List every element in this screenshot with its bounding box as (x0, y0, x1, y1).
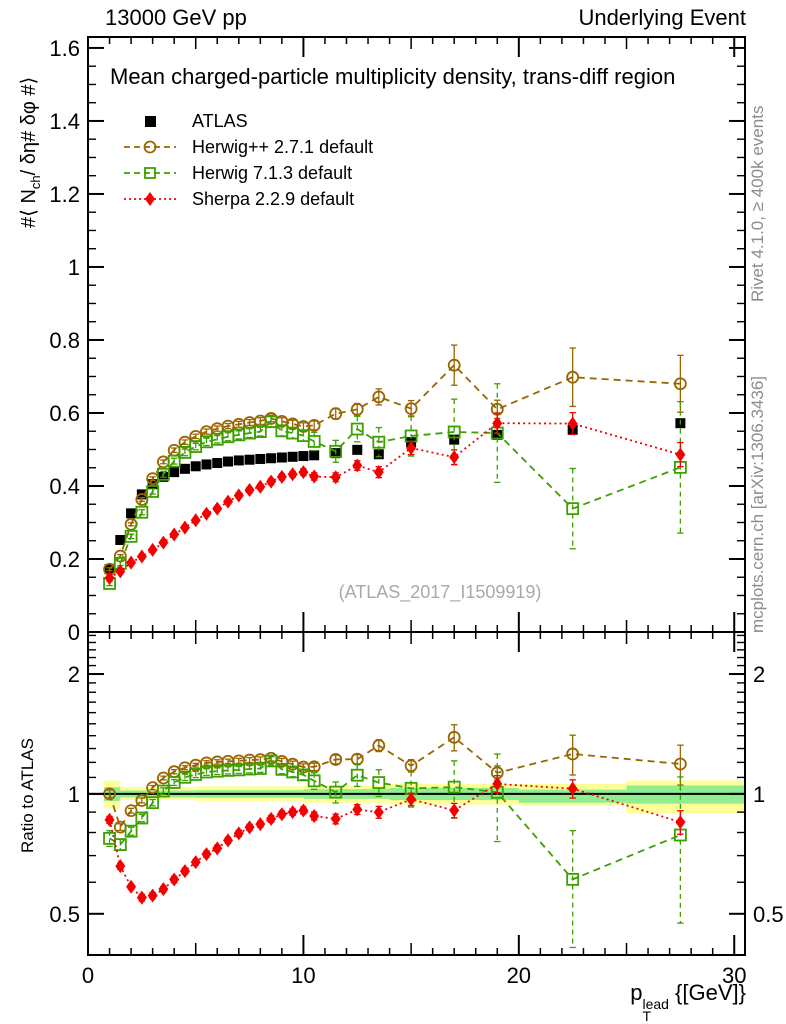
x-axis-label: p lead T {[GeV]} (630, 980, 746, 1024)
herwig7-marker-icon (124, 167, 176, 179)
rivet-version-note: Rivet 4.1.0, ≥ 400k events (748, 105, 767, 302)
svg-text:10: 10 (291, 963, 315, 988)
legend-label-herwigpp: Herwig++ 2.7.1 default (192, 136, 374, 157)
svg-text:0.8: 0.8 (49, 328, 80, 353)
series-2-ratio (103, 753, 687, 949)
ratio-uncertainty-band (104, 780, 745, 814)
svg-text:1: 1 (753, 782, 765, 807)
legend-row-herwigpp: Herwig++ 2.7.1 default (122, 134, 373, 160)
svg-text:2: 2 (753, 662, 765, 687)
svg-text:1: 1 (68, 782, 80, 807)
sherpa-marker-icon (124, 192, 176, 206)
axis-ticks (88, 37, 745, 955)
svg-text:1.2: 1.2 (49, 182, 80, 207)
series-3-ratio (104, 775, 686, 905)
legend-row-atlas: ATLAS (122, 108, 373, 134)
svg-text:0.5: 0.5 (49, 902, 80, 927)
svg-text:1.6: 1.6 (49, 36, 80, 61)
mcplots-reference-note: mcplots.cern.ch [arXiv:1306.3436] (748, 375, 767, 633)
ratio-y-axis-label: Ratio to ATLAS (18, 738, 37, 853)
svg-text:0.6: 0.6 (49, 401, 80, 426)
main-y-axis-label: #⟨ Nch/ δη# δφ #⟩ (18, 76, 43, 228)
legend-label-herwig7: Herwig 7.1.3 default (192, 162, 353, 183)
axis-tick-labels: 00.20.40.60.811.21.41.60.5 0.51 12 20 10 20 30 (49, 36, 783, 988)
svg-text:1.4: 1.4 (49, 109, 80, 134)
svg-text:1: 1 (68, 255, 80, 280)
legend-label-sherpa: Sherpa 2.2.9 default (192, 188, 355, 209)
svg-text:0.5: 0.5 (753, 902, 784, 927)
svg-text:20: 20 (507, 963, 531, 988)
legend: ATLAS Herwig++ 2.7.1 default Herwig 7.1.… (122, 108, 373, 212)
svg-text:30: 30 (722, 963, 746, 988)
svg-text:0: 0 (68, 620, 80, 645)
svg-text:2: 2 (68, 662, 80, 687)
series-2-main (103, 383, 687, 590)
atlas-marker-icon (145, 116, 156, 127)
herwigpp-marker-icon (124, 140, 176, 154)
svg-text:0.2: 0.2 (49, 547, 80, 572)
legend-row-sherpa: Sherpa 2.2.9 default (122, 186, 373, 212)
analysis-group-label: Underlying Event (578, 5, 746, 30)
series-3-main (104, 411, 686, 585)
legend-row-herwig7: Herwig 7.1.3 default (122, 160, 373, 186)
plot-title: Mean charged-particle multiplicity densi… (110, 64, 676, 89)
analysis-id-watermark: (ATLAS_2017_I1509919) (338, 582, 542, 602)
series-0-main (104, 418, 686, 575)
beam-energy-label: 13000 GeV pp (105, 5, 247, 30)
svg-text:0.4: 0.4 (49, 474, 80, 499)
svg-text:0: 0 (82, 963, 94, 988)
legend-label-atlas: ATLAS (192, 110, 248, 131)
